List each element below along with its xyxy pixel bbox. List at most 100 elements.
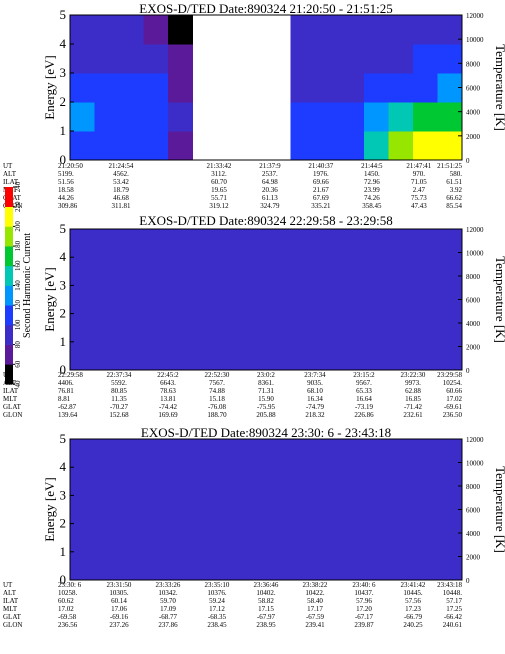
heat-cell (374, 551, 419, 581)
heat-cell (437, 44, 463, 74)
ephemeris-value: -67.59 (306, 613, 325, 621)
ephemeris-value: 8.81 (58, 395, 71, 403)
heat-cell (388, 131, 414, 161)
ephemeris-value: 68.10 (307, 387, 323, 395)
heat-cell (200, 495, 245, 525)
heat-cell (287, 341, 332, 371)
ephemeris-value: 152.68 (109, 411, 129, 419)
ephemeris-value: 10254. (443, 379, 463, 387)
heat-cell (70, 439, 115, 468)
heat-cell (413, 131, 438, 161)
ephemeris-value: 9567. (356, 379, 372, 387)
ephemeris-value: 17.06 (111, 605, 127, 613)
heat-cell (244, 523, 289, 553)
colorbar-swatch (5, 344, 13, 365)
ephemeris-value: 3112. (211, 170, 227, 178)
heat-cell (200, 285, 245, 315)
ephemeris-value: 18.79 (113, 186, 129, 194)
ephemeris-value: 9973. (405, 379, 421, 387)
heat-cell (418, 439, 463, 468)
y-tick-label: 1 (60, 123, 67, 138)
heat-cell (364, 131, 389, 161)
ephemeris-value: -76.08 (208, 403, 227, 411)
heat-cell (70, 551, 115, 581)
heat-cell (290, 73, 316, 103)
ephemeris-value: 10376. (207, 589, 227, 597)
colorbar-tick-label: 160 (14, 260, 22, 271)
ephemeris-value: 62.88 (405, 387, 421, 395)
heat-cell (244, 285, 289, 315)
heat-cell (168, 73, 193, 103)
y2-tick-label: 6000 (466, 507, 481, 515)
heat-cell (168, 15, 193, 45)
heat-cell (374, 495, 419, 525)
ephemeris-label: UT (3, 581, 13, 589)
ephemeris-value: 358.45 (362, 202, 382, 210)
y-tick-label: 1 (60, 544, 67, 559)
y-tick-label: 2 (60, 94, 67, 109)
colorbar-tick-label: 100 (14, 319, 22, 330)
ephemeris-value: 23.99 (364, 186, 380, 194)
heat-cell (315, 102, 340, 132)
ephemeris-value: -74.79 (306, 403, 325, 411)
heat-cell (287, 467, 332, 496)
ephemeris-value: -74.42 (159, 403, 178, 411)
heat-cell (290, 131, 316, 161)
heat-cell (374, 229, 419, 258)
heat-cell (331, 229, 376, 258)
ephemeris-value: 15.18 (209, 395, 225, 403)
heat-cell (374, 313, 419, 343)
heat-cell (113, 229, 158, 258)
heat-cell (200, 313, 245, 343)
ephemeris-value: 21:20:50 (58, 162, 83, 170)
ephemeris-label: MLT (3, 395, 18, 403)
heat-cell (287, 285, 332, 315)
ephemeris-value: 22:29:58 (58, 371, 83, 379)
heat-cell (287, 229, 332, 258)
heat-cell (331, 257, 376, 286)
ephemeris-value: -71.42 (404, 403, 423, 411)
ephemeris-value: 61.13 (262, 194, 278, 202)
ephemeris-value: 240.25 (403, 621, 423, 629)
heat-cell (157, 229, 202, 258)
heat-cell (331, 467, 376, 496)
ephemeris-value: -75.95 (257, 403, 276, 411)
ephemeris-value: -73.19 (355, 403, 374, 411)
heat-cell (143, 15, 169, 45)
heat-cell (113, 467, 158, 496)
ephemeris-value: 11.35 (111, 395, 127, 403)
heat-cell (331, 313, 376, 343)
ephemeris-value: -67.17 (355, 613, 374, 621)
y-tick-label: 2 (60, 516, 67, 531)
ephemeris-value: -68.35 (208, 613, 227, 621)
heat-cell (418, 257, 463, 286)
heat-cell (119, 15, 144, 45)
ephemeris-value: -66.79 (404, 613, 423, 621)
ephemeris-value: 188.70 (207, 411, 227, 419)
ephemeris-value: 17.17 (307, 605, 323, 613)
ephemeris-value: 17.02 (58, 605, 74, 613)
heat-cell (315, 15, 340, 45)
heat-cell (413, 15, 438, 45)
colorbar-tick-label: 200 (14, 221, 22, 232)
y2-tick-label: 4000 (466, 530, 481, 538)
ephemeris-value: 3.92 (450, 186, 463, 194)
heat-cell (331, 439, 376, 468)
ephemeris-value: 71.05 (411, 178, 427, 186)
ephemeris-value: 239.41 (305, 621, 325, 629)
y-tick-label: 5 (60, 7, 67, 22)
ephemeris-value: 311.81 (111, 202, 130, 210)
heat-cell (157, 257, 202, 286)
ephemeris-value: -62.87 (58, 403, 77, 411)
ephemeris-value: 16.85 (405, 395, 421, 403)
ephemeris-value: -69.61 (444, 403, 463, 411)
heat-cell (113, 523, 158, 553)
heat-cell (119, 44, 144, 74)
ephemeris-value: 23:29:58 (437, 371, 462, 379)
heat-cell (287, 523, 332, 553)
ephemeris-value: 21:24:54 (109, 162, 134, 170)
heat-cell (94, 15, 120, 45)
ephemeris-label: GLAT (3, 403, 22, 411)
heat-cell (418, 467, 463, 496)
heat-cell (388, 15, 414, 45)
